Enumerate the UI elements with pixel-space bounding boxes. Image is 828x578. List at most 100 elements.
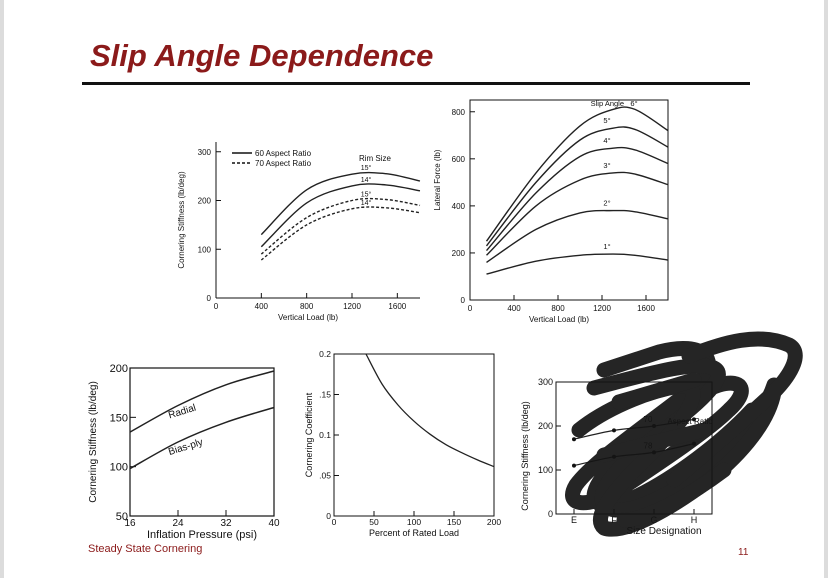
- x-tick-label: 100: [407, 517, 421, 527]
- y-tick-label: 100: [538, 465, 553, 475]
- series-line: [260, 183, 421, 248]
- series-label: Radial: [167, 403, 197, 422]
- plot-frame: [469, 99, 669, 301]
- plot-frame: [129, 367, 275, 517]
- y-tick-label: 0: [207, 294, 212, 303]
- y-tick-label: 200: [452, 249, 466, 258]
- chart-coefficient-vs-load: 0 50 100 150 200 0 .05 0.1 .15 0.2 Percent of Rate…: [304, 349, 501, 538]
- series-line: [260, 197, 421, 255]
- series-line: [485, 146, 669, 252]
- x-tick-label: 40: [268, 518, 280, 529]
- x-tick-label: F: [611, 515, 617, 525]
- title-rule: [82, 82, 750, 85]
- series-line: [486, 253, 669, 275]
- chart-stiffness-vs-pressure: 16 24 32 40 50 100 150 200 Inflation Pressure (p…: [88, 363, 280, 541]
- series-label: 6°: [630, 99, 637, 108]
- data-point: [572, 437, 576, 442]
- x-tick-label: 0: [214, 302, 219, 311]
- x-tick-label: 400: [507, 304, 521, 313]
- series-line: [260, 206, 421, 261]
- y-tick-label: 0.2: [319, 349, 331, 359]
- plot-frame: [333, 353, 495, 517]
- page-number: 11: [738, 547, 749, 558]
- y-axis-label: Cornering Coefficient: [304, 392, 314, 477]
- series-line: [129, 370, 275, 433]
- x-axis-label: Percent of Rated Load: [369, 528, 459, 538]
- y-tick-label: 150: [110, 412, 128, 424]
- x-tick-label: 0: [332, 517, 337, 527]
- x-tick-label: 800: [551, 304, 565, 313]
- data-point: [572, 463, 576, 468]
- y-tick-label: 200: [110, 363, 128, 375]
- data-point: [612, 428, 616, 433]
- legend-label: 60 Aspect Ratio: [255, 149, 312, 158]
- y-axis-label: Lateral Force (lb): [433, 149, 442, 210]
- x-tick-label: 50: [369, 517, 379, 527]
- series-label: 4°: [603, 136, 610, 145]
- x-tick-label: 1600: [637, 304, 655, 313]
- data-point: [692, 417, 696, 422]
- series-label: 1°: [603, 242, 610, 251]
- y-tick-label: .05: [319, 471, 331, 481]
- series-label: 3°: [603, 161, 610, 170]
- series-line: [485, 126, 669, 247]
- series-label: 15°: [361, 164, 372, 172]
- legend-title: Slip Angle: [591, 99, 624, 108]
- y-tick-label: 200: [198, 197, 212, 206]
- series-label: 15°: [361, 191, 372, 199]
- x-tick-label: E: [571, 515, 577, 525]
- x-tick-label: 24: [172, 518, 184, 529]
- y-tick-label: .15: [319, 390, 331, 400]
- series-line: [486, 209, 669, 263]
- legend-title: Rim Size: [359, 154, 392, 163]
- y-tick-label: 0: [461, 296, 466, 305]
- y-tick-label: 300: [538, 377, 553, 387]
- x-tick-label: 150: [447, 517, 461, 527]
- x-axis-label: Inflation Pressure (psi): [147, 529, 257, 541]
- y-axis-label: Cornering Stiffness (lb/deg): [520, 401, 530, 510]
- series-label: Bias-ply: [167, 437, 204, 458]
- series-label: 14°: [361, 199, 372, 207]
- y-tick-label: 800: [452, 108, 466, 117]
- y-tick-label: 300: [198, 148, 212, 157]
- x-tick-label: H: [691, 515, 698, 525]
- y-tick-label: 200: [538, 421, 553, 431]
- series-label: 5°: [603, 116, 610, 125]
- y-tick-label: 50: [116, 511, 128, 523]
- x-tick-label: 400: [255, 302, 269, 311]
- x-axis-label: Size Designation: [626, 526, 701, 537]
- series-line: [485, 106, 669, 242]
- series-line: [129, 406, 275, 470]
- slide: Slip Angle Dependence 0 400 800 1200 1600 0 10…: [4, 0, 824, 578]
- series-label: 14°: [361, 176, 372, 184]
- y-axis-label: Cornering Stiffness (lb/deg): [177, 171, 186, 269]
- slide-footer: Steady State Cornering: [88, 543, 203, 555]
- chart-cornering-stiffness-vs-load: 0 400 800 1200 1600 0 100 200 300 Vertical Load (…: [177, 142, 421, 322]
- chart-lateral-force-vs-load: 0 400 800 1200 1600 0 200 400 600 800 Vertical Loa…: [433, 99, 669, 324]
- x-tick-label: 1200: [343, 302, 361, 311]
- y-axis-label: Cornering Stiffness (lb/deg): [88, 381, 99, 503]
- x-tick-label: 1600: [388, 302, 406, 311]
- x-tick-label: 1200: [593, 304, 611, 313]
- series-line: [260, 171, 421, 236]
- y-tick-label: 100: [198, 245, 212, 254]
- x-tick-label: 800: [300, 302, 314, 311]
- scribble-overlay: [565, 331, 803, 537]
- y-tick-label: 0: [548, 509, 553, 519]
- x-tick-label: 16: [124, 518, 136, 529]
- y-tick-label: 400: [452, 202, 466, 211]
- series-line: [365, 353, 495, 468]
- y-tick-label: 0.1: [319, 430, 331, 440]
- y-tick-label: 0: [326, 511, 331, 521]
- x-tick-label: 0: [468, 304, 473, 313]
- annotation-label: Aspect Ratio: [667, 417, 713, 426]
- slide-title: Slip Angle Dependence: [90, 38, 434, 73]
- x-axis-label: Vertical Load (lb): [529, 315, 589, 324]
- x-axis-label: Vertical Load (lb): [278, 313, 338, 322]
- x-tick-label: 200: [487, 517, 501, 527]
- y-tick-label: 100: [110, 462, 128, 474]
- series-label: 2°: [603, 199, 610, 208]
- legend-label: 70 Aspect Ratio: [255, 159, 312, 168]
- x-tick-label: 32: [220, 518, 232, 529]
